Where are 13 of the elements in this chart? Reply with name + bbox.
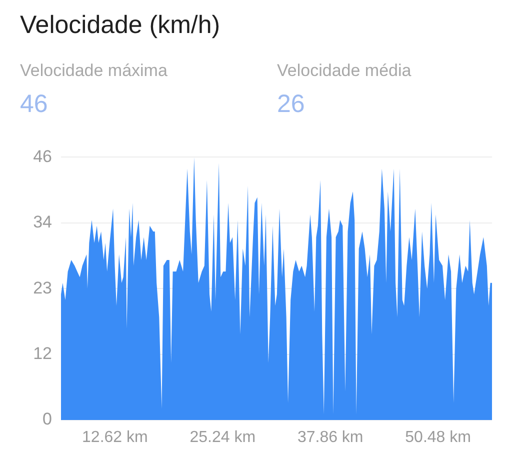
y-tick-label: 12 — [33, 344, 52, 363]
x-tick-label: 12.62 km — [82, 429, 148, 446]
x-tick-label: 50.48 km — [405, 429, 471, 446]
text: 26 — [277, 90, 305, 118]
x-tick-label: 25.24 km — [190, 429, 256, 446]
y-tick-label: 34 — [33, 212, 52, 232]
y-tick-label: 0 — [42, 410, 52, 429]
y-tick-label: 46 — [33, 146, 52, 166]
y-tick-label: 23 — [33, 278, 52, 298]
text: Velocidade média — [277, 61, 412, 80]
x-tick-label: 37.86 km — [297, 429, 364, 446]
text: Velocidade máxima — [20, 61, 168, 80]
chart-title: Velocidade (km/h) — [20, 11, 220, 39]
